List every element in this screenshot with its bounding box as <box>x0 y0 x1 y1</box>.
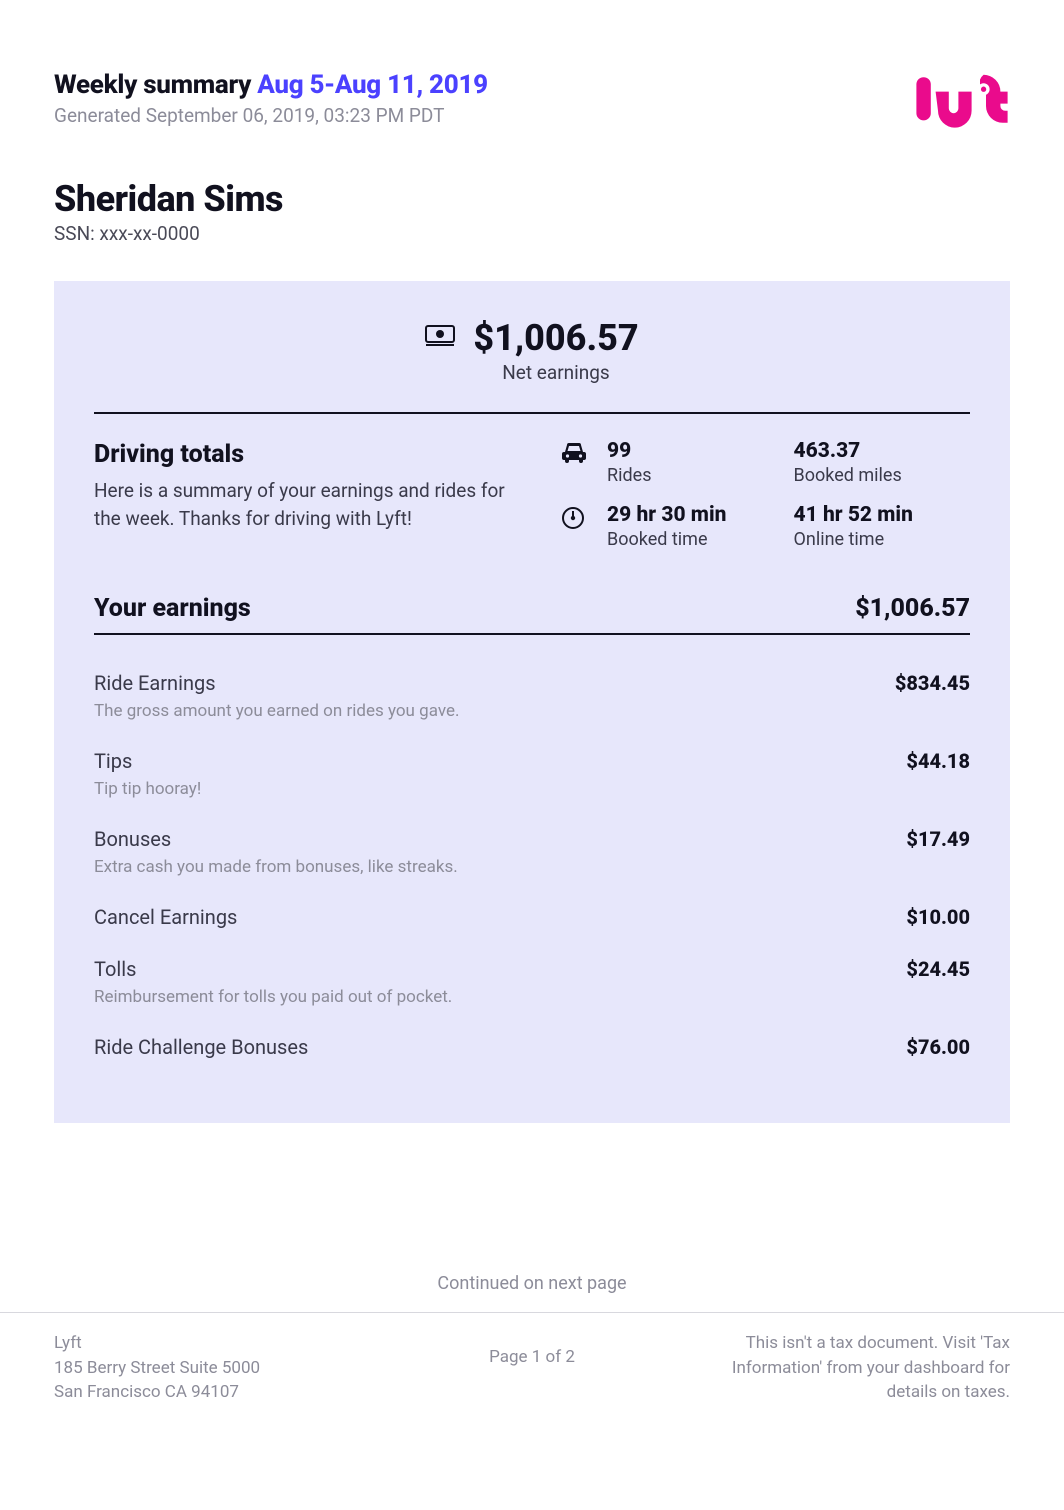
line-item-title: Bonuses <box>94 827 458 851</box>
line-item-desc: Extra cash you made from bonuses, like s… <box>94 857 458 877</box>
earnings-heading: Your earnings <box>94 594 251 623</box>
earnings-line-item: Bonuses Extra cash you made from bonuses,… <box>94 813 970 891</box>
line-item-title: Tolls <box>94 957 452 981</box>
summary-prefix: Weekly summary <box>54 70 257 100</box>
booked-miles-value: 463.37 <box>794 440 970 463</box>
line-item-amount: $44.18 <box>906 749 970 773</box>
booked-time-label: Booked time <box>607 529 783 550</box>
line-item-title: Ride Earnings <box>94 671 459 695</box>
continued-text: Continued on next page <box>54 1273 1010 1312</box>
money-icon <box>425 317 455 347</box>
line-item-desc: Reimbursement for tolls you paid out of … <box>94 987 452 1007</box>
rides-value: 99 <box>607 440 783 463</box>
clock-icon <box>561 504 597 530</box>
line-item-title: Tips <box>94 749 201 773</box>
footer-addr2: San Francisco CA 94107 <box>54 1380 354 1405</box>
earnings-line-item: Cancel Earnings $10.00 <box>94 891 970 943</box>
line-item-title: Cancel Earnings <box>94 905 237 929</box>
generated-timestamp: Generated September 06, 2019, 03:23 PM P… <box>54 104 488 127</box>
lyft-logo-icon <box>914 70 1010 134</box>
driving-totals-heading: Driving totals <box>94 440 537 469</box>
earnings-line-item: Tips Tip tip hooray! $44.18 <box>94 735 970 813</box>
footer-addr1: 185 Berry Street Suite 5000 <box>54 1356 354 1381</box>
online-time-label: Online time <box>794 529 970 550</box>
driver-name: Sheridan Sims <box>54 178 1010 220</box>
net-earnings-amount: $1,006.57 <box>473 317 638 359</box>
line-item-amount: $76.00 <box>906 1035 970 1059</box>
rides-label: Rides <box>607 465 783 486</box>
online-time-value: 41 hr 52 min <box>794 504 970 527</box>
driving-totals-desc: Here is a summary of your earnings and r… <box>94 477 524 532</box>
ssn-line: SSN: xxx-xx-0000 <box>54 222 1010 245</box>
footer-company: Lyft <box>54 1331 354 1356</box>
line-item-desc: Tip tip hooray! <box>94 779 201 799</box>
summary-panel: $1,006.57 Net earnings Driving totals He… <box>54 281 1010 1123</box>
earnings-line-item: Ride Challenge Bonuses $76.00 <box>94 1021 970 1073</box>
date-range: Aug 5-Aug 11, 2019 <box>257 70 488 100</box>
line-item-amount: $24.45 <box>906 957 970 981</box>
line-item-amount: $10.00 <box>906 905 970 929</box>
page-footer: Lyft 185 Berry Street Suite 5000 San Fra… <box>0 1312 1064 1445</box>
earnings-line-item: Ride Earnings The gross amount you earned… <box>94 657 970 735</box>
car-icon <box>561 440 597 464</box>
line-item-title: Ride Challenge Bonuses <box>94 1035 308 1059</box>
booked-time-value: 29 hr 30 min <box>607 504 783 527</box>
line-item-amount: $17.49 <box>906 827 970 851</box>
booked-miles-label: Booked miles <box>794 465 970 486</box>
summary-title: Weekly summary Aug 5-Aug 11, 2019 <box>54 70 488 100</box>
page-number: Page 1 of 2 <box>354 1331 710 1370</box>
line-item-desc: The gross amount you earned on rides you… <box>94 701 459 721</box>
footer-disclaimer: This isn't a tax document. Visit 'Tax In… <box>710 1331 1010 1405</box>
earnings-total: $1,006.57 <box>855 594 970 623</box>
net-earnings-label: Net earnings <box>473 361 638 384</box>
earnings-line-item: Tolls Reimbursement for tolls you paid ou… <box>94 943 970 1021</box>
line-item-amount: $834.45 <box>895 671 970 695</box>
